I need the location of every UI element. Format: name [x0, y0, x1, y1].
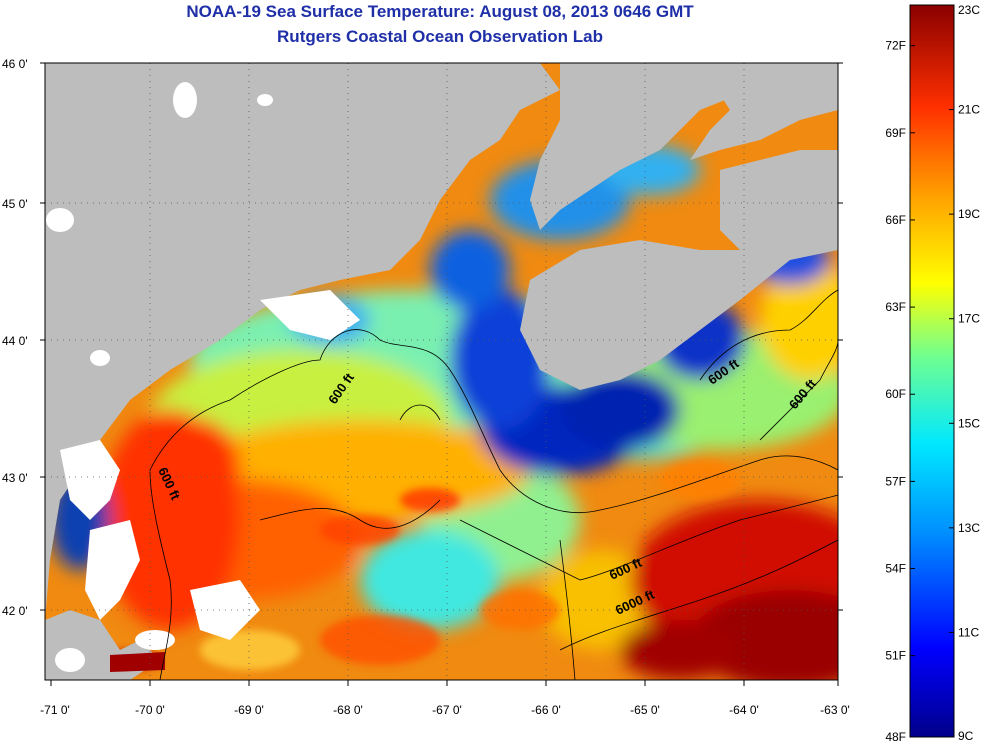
- lon-label: -68 0': [333, 703, 363, 717]
- lon-label: -67 0': [432, 703, 462, 717]
- fahrenheit-label: 48F: [885, 730, 906, 744]
- map-area: [45, 63, 838, 680]
- celsius-label: 23C: [958, 3, 980, 17]
- colorbar: [909, 4, 955, 738]
- fahrenheit-label: 51F: [885, 649, 906, 663]
- latitude-labels: 46 0' 45 0' 44 0' 43 0' 42 0': [2, 57, 28, 618]
- fahrenheit-label: 72F: [885, 39, 906, 53]
- colorbar-ticks: [910, 4, 954, 738]
- celsius-label: 21C: [958, 103, 980, 117]
- map-subtitle: Rutgers Coastal Ocean Observation Lab: [277, 27, 603, 46]
- celsius-label: 11C: [958, 625, 979, 639]
- celsius-label: 13C: [958, 521, 980, 535]
- fahrenheit-label: 57F: [885, 474, 906, 488]
- fahrenheit-label: 60F: [885, 387, 906, 401]
- lon-label: -65 0': [630, 703, 660, 717]
- longitude-labels: -71 0' -70 0' -69 0' -68 0' -67 0' -66 0…: [40, 703, 850, 717]
- lon-label: -63 0': [820, 703, 850, 717]
- map-title: NOAA-19 Sea Surface Temperature: August …: [186, 2, 694, 21]
- fahrenheit-label: 63F: [885, 300, 906, 314]
- colorbar-labels: 23C 21C 19C 17C 15C 13C 11C 9C 72F 69F 66F 63F 60F 57…: [885, 3, 980, 744]
- lon-label: -66 0': [531, 703, 561, 717]
- temperature-detail: [100, 460, 740, 670]
- lon-label: -71 0': [40, 703, 70, 717]
- lat-label: 42 0': [2, 604, 28, 618]
- celsius-label: 15C: [958, 416, 980, 430]
- fahrenheit-label: 69F: [885, 126, 906, 140]
- fahrenheit-label: 54F: [885, 562, 906, 576]
- lat-label: 45 0': [2, 197, 28, 211]
- lon-label: -64 0': [729, 703, 759, 717]
- bay-warm-patch: [110, 652, 165, 672]
- axis-ticks: [40, 62, 843, 686]
- cloud-cover: [46, 82, 360, 672]
- lat-label: 44 0': [2, 334, 28, 348]
- depth-contours: [149, 289, 838, 680]
- lat-label: 43 0': [2, 471, 28, 485]
- map-frame: [44, 62, 839, 681]
- lat-label: 46 0': [2, 57, 28, 71]
- celsius-label: 19C: [958, 207, 980, 221]
- graticule: [45, 63, 838, 680]
- fahrenheit-label: 66F: [885, 213, 906, 227]
- lon-label: -70 0': [135, 703, 165, 717]
- celsius-label: 17C: [958, 312, 980, 326]
- lon-label: -69 0': [234, 703, 264, 717]
- celsius-label: 9C: [958, 729, 974, 743]
